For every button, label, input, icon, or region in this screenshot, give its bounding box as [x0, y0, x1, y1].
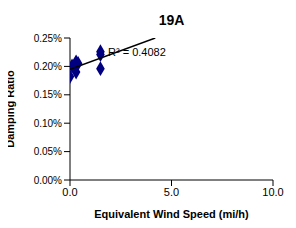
svg-text:0.0: 0.0 [62, 186, 77, 198]
svg-text:0.20%: 0.20% [34, 61, 62, 72]
svg-text:Damping Ratio: Damping Ratio [8, 70, 16, 148]
svg-text:5.0: 5.0 [164, 186, 179, 198]
svg-text:0.00%: 0.00% [34, 175, 62, 186]
html-text:19A: 19A [158, 12, 185, 28]
html-text:R² = 0.4082: R² = 0.4082 [108, 46, 166, 58]
svg-text:0.15%: 0.15% [34, 89, 62, 100]
svg-text:Equivalent Wind Speed (mi/h): Equivalent Wind Speed (mi/h) [94, 208, 249, 220]
svg-text:10.0: 10.0 [262, 186, 283, 198]
svg-text:0.25%: 0.25% [34, 33, 62, 44]
svg-text:0.10%: 0.10% [34, 118, 62, 129]
svg-text:0.05%: 0.05% [34, 146, 62, 157]
